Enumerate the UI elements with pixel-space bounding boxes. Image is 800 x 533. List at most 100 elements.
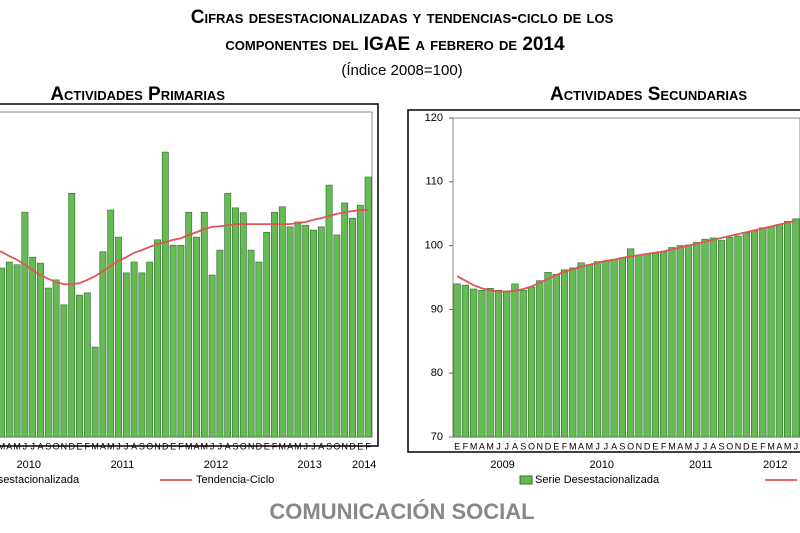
bar xyxy=(232,207,239,438)
year-label: 2011 xyxy=(689,459,713,471)
bar xyxy=(76,294,83,438)
x-tick-label: F xyxy=(178,441,184,451)
legend-swatch xyxy=(519,475,533,485)
bar xyxy=(341,202,349,438)
bar xyxy=(635,254,643,438)
bar xyxy=(130,261,138,438)
y-tick-label: 110 xyxy=(425,176,443,188)
bar xyxy=(91,346,99,438)
year-label: 2014 xyxy=(352,459,376,471)
bar xyxy=(742,232,750,438)
y-tick-label: 70 xyxy=(431,431,443,443)
x-tick-label: S xyxy=(139,441,145,451)
x-tick-label: E xyxy=(76,441,82,451)
x-tick-label: S xyxy=(45,441,51,451)
bar xyxy=(470,288,478,438)
footer: COMUNICACIÓN SOCIAL xyxy=(269,499,534,524)
x-tick-label: A xyxy=(225,441,231,451)
x-tick-label: E xyxy=(652,441,658,451)
bar xyxy=(302,224,310,438)
bar xyxy=(709,237,717,438)
y-tick-label: 100 xyxy=(425,240,443,252)
bar xyxy=(216,249,224,438)
x-tick-label: J xyxy=(124,441,129,451)
bar xyxy=(585,264,593,438)
x-tick-label: J xyxy=(210,441,215,451)
x-tick-label: E xyxy=(454,441,460,451)
bar xyxy=(99,251,107,438)
bar xyxy=(527,286,536,438)
x-tick-label: N xyxy=(735,441,742,451)
x-tick-label: M xyxy=(569,441,577,451)
x-tick-label: M xyxy=(767,441,775,451)
year-label: 2012 xyxy=(204,459,228,471)
bar xyxy=(193,236,200,438)
x-tick-label: M xyxy=(470,441,478,451)
y-tick-label: 120 xyxy=(425,112,443,124)
bar xyxy=(317,226,325,438)
bar xyxy=(21,211,29,438)
bar xyxy=(643,253,651,438)
x-tick-label: M xyxy=(91,441,99,451)
bar xyxy=(693,242,701,438)
bar xyxy=(676,245,684,438)
x-tick-label: E xyxy=(553,441,559,451)
x-tick-label: M xyxy=(201,441,209,451)
x-tick-label: M xyxy=(107,441,115,451)
bar xyxy=(717,240,726,438)
bar xyxy=(185,211,193,438)
bar xyxy=(271,211,278,438)
bar xyxy=(161,151,169,438)
x-tick-label: A xyxy=(677,441,683,451)
x-tick-label: A xyxy=(611,441,617,451)
trend-line xyxy=(0,209,369,286)
x-tick-label: J xyxy=(694,441,699,451)
bar xyxy=(239,212,247,438)
bar xyxy=(5,261,13,438)
year-label: 2012 xyxy=(763,459,787,471)
bar xyxy=(593,261,602,438)
x-tick-label: A xyxy=(6,441,12,451)
bar xyxy=(486,288,494,438)
x-tick-label: M xyxy=(486,441,494,451)
x-tick-label: A xyxy=(710,441,716,451)
bar xyxy=(356,204,364,438)
bar xyxy=(494,289,503,438)
bar xyxy=(602,260,610,438)
x-tick-label: M xyxy=(784,441,792,451)
x-tick-label: F xyxy=(272,441,278,451)
x-tick-label: O xyxy=(726,441,733,451)
bar xyxy=(792,218,800,438)
x-tick-label: S xyxy=(232,441,238,451)
bar xyxy=(29,256,37,438)
x-tick-label: D xyxy=(349,441,356,451)
year-label: 2011 xyxy=(111,459,135,471)
x-tick-label: J xyxy=(116,441,121,451)
chart-frame xyxy=(0,103,379,447)
x-tick-label: J xyxy=(604,441,609,451)
x-tick-label: J xyxy=(311,441,316,451)
legend-label: Tendencia-Ciclo xyxy=(196,474,274,486)
bar xyxy=(759,227,767,438)
bar xyxy=(286,226,294,438)
bar xyxy=(349,217,356,438)
x-tick-label: N xyxy=(636,441,643,451)
x-tick-label: D xyxy=(68,441,75,451)
x-tick-label: A xyxy=(37,441,43,451)
bar xyxy=(154,239,161,438)
x-tick-label: M xyxy=(0,441,5,451)
bar xyxy=(333,234,341,438)
x-tick-label: M xyxy=(685,441,693,451)
x-tick-label: D xyxy=(644,441,651,451)
x-tick-label: J xyxy=(703,441,708,451)
x-tick-label: A xyxy=(479,441,485,451)
bar xyxy=(569,267,577,438)
bar xyxy=(503,291,511,438)
x-tick-label: M xyxy=(668,441,676,451)
x-tick-label: A xyxy=(776,441,782,451)
chart-frame xyxy=(407,109,800,453)
x-tick-label: D xyxy=(162,441,169,451)
x-tick-label: N xyxy=(341,441,348,451)
x-tick-label: D xyxy=(256,441,263,451)
bar xyxy=(247,249,255,438)
